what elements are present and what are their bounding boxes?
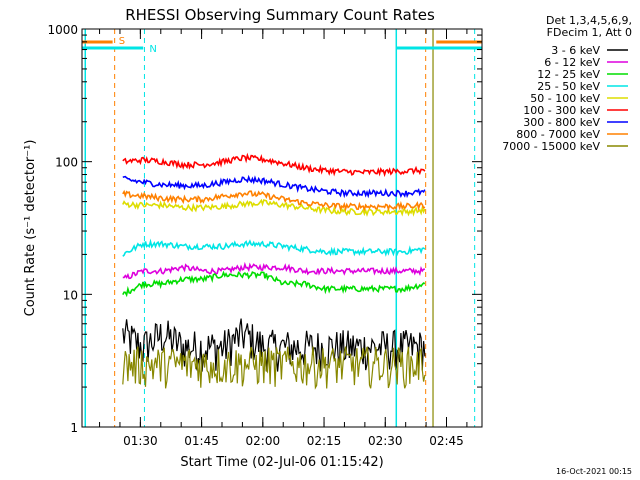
legend-label: 25 - 50 keV	[537, 80, 600, 93]
x-tick-label: 02:45	[429, 434, 464, 448]
x-axis: 01:30 01:45 02:00 02:15 02:30 02:45	[99, 29, 468, 448]
legend-label: 50 - 100 keV	[530, 92, 600, 105]
x-tick-label: 02:15	[307, 434, 342, 448]
foreground-layer: SN	[82, 36, 482, 55]
background-layer	[84, 29, 476, 427]
x-tick-label: 02:30	[368, 434, 403, 448]
y-tick-label: 10	[63, 288, 78, 302]
legend-header: FDecim 1, Att 0	[547, 26, 632, 39]
series-line	[122, 189, 426, 212]
legend-label: 3 - 6 keV	[551, 44, 600, 57]
series-line	[122, 261, 425, 280]
x-tick-label: 01:30	[123, 434, 158, 448]
x-tick-label: 02:00	[246, 434, 281, 448]
y-tick-label: 100	[55, 156, 78, 170]
series-line	[122, 318, 426, 372]
saa-label: S	[119, 36, 125, 47]
series-line	[122, 238, 426, 257]
series-line	[122, 152, 426, 178]
legend-label: 6 - 12 keV	[544, 56, 600, 69]
legend-label: 100 - 300 keV	[523, 104, 600, 117]
chart-title: RHESSI Observing Summary Count Rates	[125, 6, 435, 24]
x-tick-label: 01:45	[184, 434, 219, 448]
y-axis: 1 10 100 1000	[47, 23, 482, 435]
legend-label: 800 - 7000 keV	[516, 128, 600, 141]
series-layer	[122, 152, 426, 390]
x-axis-label: Start Time (02-Jul-06 01:15:42)	[180, 455, 383, 470]
y-tick-label: 1000	[47, 23, 78, 37]
footer-date: 16-Oct-2021 00:15	[556, 467, 632, 476]
y-tick-label: 1	[70, 421, 78, 435]
legend-label: 12 - 25 keV	[537, 68, 600, 81]
plot-frame	[81, 28, 483, 428]
legend: Det 1,3,4,5,6,9,FDecim 1, Att 0 3 - 6 keV…	[502, 14, 632, 153]
y-axis-label: Count Rate (s⁻¹ detector⁻¹)	[23, 140, 38, 317]
series-line	[122, 270, 426, 298]
legend-header: Det 1,3,4,5,6,9,	[546, 14, 632, 27]
series-line	[122, 174, 426, 199]
legend-label: 7000 - 15000 keV	[502, 140, 600, 153]
series-line	[122, 198, 426, 217]
series-line	[122, 346, 426, 390]
night-label: N	[149, 44, 156, 55]
legend-label: 300 - 800 keV	[523, 116, 600, 129]
